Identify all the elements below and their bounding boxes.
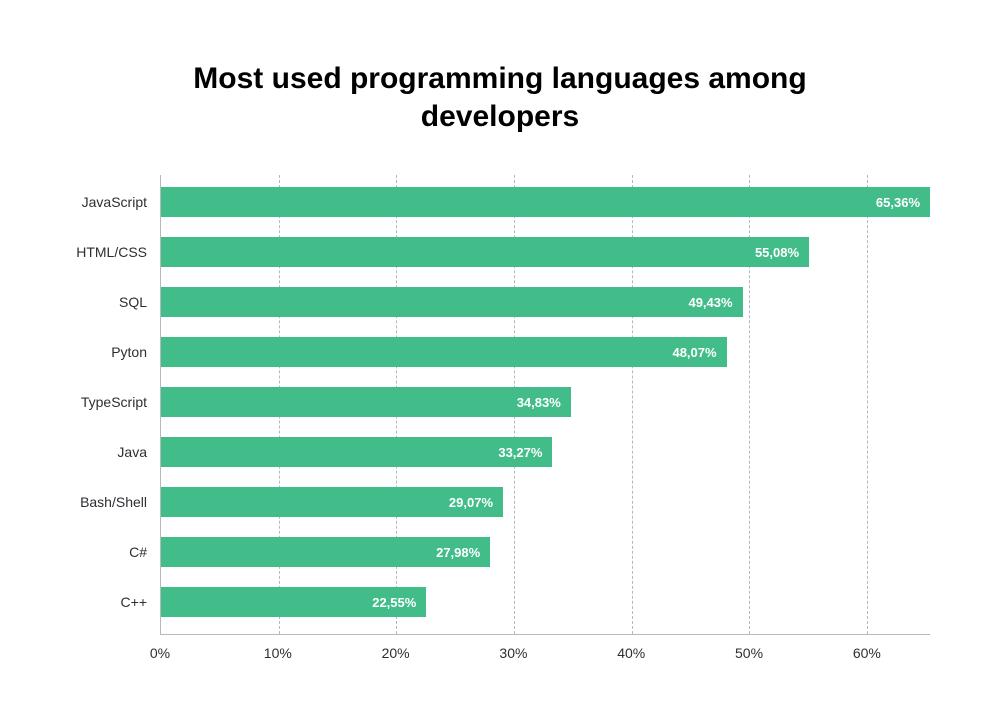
bar-row: JavaScript65,36% [161,187,930,217]
y-axis-label: C++ [121,594,147,610]
bar-row: C#27,98% [161,537,930,567]
chart-title: Most used programming languages among de… [110,60,890,135]
y-axis-label: HTML/CSS [76,244,147,260]
bar-value-label: 33,27% [498,445,542,460]
bar: 65,36% [161,187,930,217]
x-tick-label: 40% [617,645,645,661]
bar-row: C++22,55% [161,587,930,617]
bar: 34,83% [161,387,571,417]
bar: 48,07% [161,337,727,367]
bar-value-label: 27,98% [436,545,480,560]
bar-value-label: 29,07% [449,495,493,510]
x-tick-label: 20% [382,645,410,661]
bar: 22,55% [161,587,426,617]
bar-value-label: 48,07% [672,345,716,360]
bar-row: TypeScript34,83% [161,387,930,417]
y-axis-label: TypeScript [81,394,147,410]
bar-value-label: 55,08% [755,245,799,260]
y-axis-label: C# [129,544,147,560]
x-tick-label: 50% [735,645,763,661]
y-axis-label: Bash/Shell [80,494,147,510]
x-tick-label: 60% [853,645,881,661]
bar: 29,07% [161,487,503,517]
bar: 33,27% [161,437,552,467]
bar-value-label: 34,83% [517,395,561,410]
bar: 55,08% [161,237,809,267]
y-axis-label: JavaScript [82,194,147,210]
y-axis-label: Java [117,444,147,460]
bar-value-label: 49,43% [688,295,732,310]
bar: 49,43% [161,287,743,317]
bar-row: SQL49,43% [161,287,930,317]
bar-row: Bash/Shell29,07% [161,487,930,517]
chart-area: JavaScript65,36% HTML/CSS55,08% SQL49,43% P… [160,175,930,665]
bar-value-label: 65,36% [876,195,920,210]
bar: 27,98% [161,537,490,567]
plot-area: JavaScript65,36% HTML/CSS55,08% SQL49,43% P… [160,175,930,635]
bar-row: HTML/CSS55,08% [161,237,930,267]
x-axis: 0%10%20%30%40%50%60% [160,635,930,665]
bar-row: Pyton48,07% [161,337,930,367]
x-tick-label: 10% [264,645,292,661]
chart-container: Most used programming languages among de… [0,0,1000,728]
bar-value-label: 22,55% [372,595,416,610]
x-tick-label: 0% [150,645,170,661]
bar-row: Java33,27% [161,437,930,467]
y-axis-label: SQL [119,294,147,310]
y-axis-label: Pyton [111,344,147,360]
x-tick-label: 30% [499,645,527,661]
